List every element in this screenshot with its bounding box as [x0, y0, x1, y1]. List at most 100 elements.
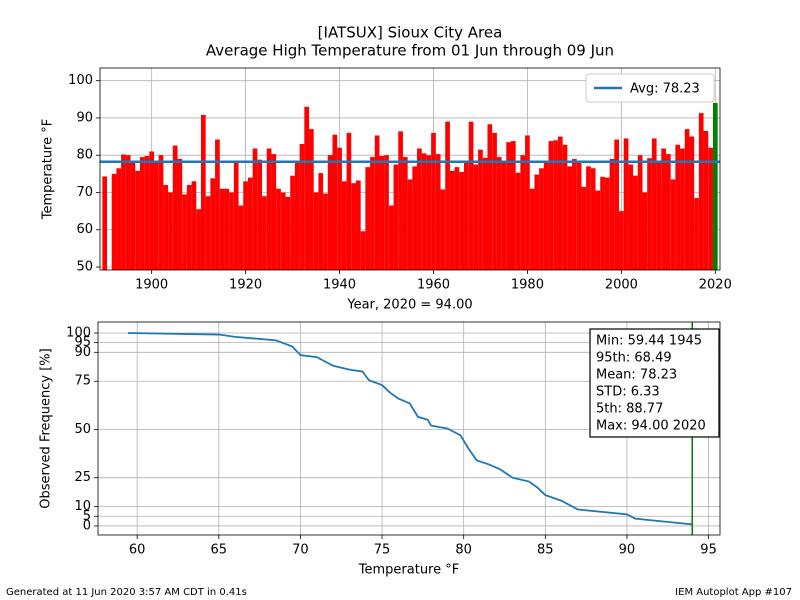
- bar: [478, 149, 483, 270]
- bar: [290, 175, 295, 270]
- bar: [454, 167, 460, 270]
- bar: [609, 158, 615, 270]
- bar: [393, 164, 399, 270]
- footer-left: Generated at 11 Jun 2020 3:57 AM CDT in …: [6, 587, 247, 598]
- bar: [304, 106, 310, 270]
- bar: [238, 205, 244, 270]
- bar: [651, 138, 657, 270]
- x-tick-label: 60: [129, 543, 146, 558]
- bar: [158, 155, 164, 270]
- x-tick-label: 90: [619, 543, 636, 558]
- x-tick-label: 1940: [323, 278, 356, 293]
- y-axis-label: Temperature °F: [41, 119, 56, 220]
- bar: [309, 129, 314, 270]
- bar: [111, 173, 117, 270]
- bar: [182, 194, 187, 270]
- bar: [543, 162, 549, 270]
- bar: [586, 166, 591, 270]
- x-tick-label: 1900: [135, 278, 168, 293]
- bar: [154, 161, 159, 270]
- bar: [271, 154, 277, 270]
- bar: [332, 134, 338, 270]
- bar: [431, 132, 436, 270]
- bar: [116, 168, 122, 270]
- bar: [224, 188, 230, 270]
- bar: [379, 155, 385, 270]
- bar: [374, 135, 380, 270]
- x-axis-label: Temperature °F: [358, 563, 459, 578]
- x-tick-label: 70: [292, 543, 309, 558]
- bar: [219, 188, 225, 270]
- bar: [445, 121, 450, 270]
- bar: [459, 171, 465, 270]
- bar: [656, 160, 662, 270]
- bar: [501, 162, 507, 270]
- bar: [257, 159, 263, 270]
- bar: [604, 177, 610, 270]
- bar: [285, 196, 291, 270]
- bar: [266, 148, 272, 270]
- bar: [496, 157, 502, 270]
- bar: [562, 144, 568, 270]
- bar: [139, 157, 145, 270]
- y-tick-label: 90: [74, 345, 91, 360]
- bar: [351, 183, 356, 270]
- bar: [426, 155, 432, 270]
- y-tick-label: 10: [74, 499, 91, 514]
- y-tick-label: 100: [68, 73, 93, 88]
- bar: [299, 144, 305, 270]
- bar: [698, 113, 704, 270]
- y-tick-label: 95: [74, 335, 91, 350]
- y-axis-label: Observed Frequency [%]: [39, 348, 54, 508]
- x-tick-label: 1920: [229, 278, 262, 293]
- bar: [468, 121, 474, 270]
- bar: [163, 185, 169, 270]
- chart-subtitle: Average High Temperature from 01 Jun thr…: [206, 42, 614, 60]
- legend-box: [585, 73, 715, 103]
- bar: [510, 141, 516, 270]
- bar: [675, 144, 681, 270]
- bar: [196, 209, 201, 270]
- bar: [229, 192, 234, 270]
- bar: [515, 172, 521, 270]
- bar: [280, 192, 286, 270]
- bar: [130, 160, 136, 270]
- bar: [247, 177, 253, 270]
- bar: [388, 205, 394, 270]
- bar: [708, 147, 713, 270]
- y-tick-label: 80: [76, 148, 93, 163]
- x-tick-label: 65: [211, 543, 228, 558]
- x-tick-label: 1960: [417, 278, 450, 293]
- y-tick-label: 75: [74, 374, 91, 389]
- bar: [647, 158, 652, 270]
- bar: [534, 174, 540, 270]
- bar: [661, 148, 666, 270]
- bar: [191, 181, 197, 270]
- bar: [572, 158, 577, 270]
- bar: [525, 135, 530, 270]
- bar: [327, 155, 333, 270]
- bar: [487, 124, 493, 270]
- bar: [398, 131, 403, 270]
- bar: [172, 145, 178, 270]
- y-tick-label: 25: [74, 470, 91, 485]
- bar: [619, 211, 624, 270]
- y-tick-label: 5: [83, 509, 91, 524]
- bar: [276, 188, 281, 270]
- bar: [384, 155, 389, 270]
- bar: [435, 154, 441, 270]
- bar: [576, 160, 582, 270]
- y-tick-label: 60: [76, 222, 93, 237]
- stats-line: Mean: 78.23: [596, 368, 677, 383]
- bar: [337, 147, 342, 270]
- stats-line: 5th: 88.77: [596, 402, 663, 417]
- frequency-line: [128, 332, 693, 526]
- bar: [633, 175, 638, 270]
- stats-line: STD: 6.33: [596, 385, 660, 400]
- bar: [689, 136, 695, 270]
- bar: [346, 132, 352, 270]
- bar: [215, 139, 220, 270]
- bar: [421, 153, 427, 270]
- bar: [149, 151, 155, 270]
